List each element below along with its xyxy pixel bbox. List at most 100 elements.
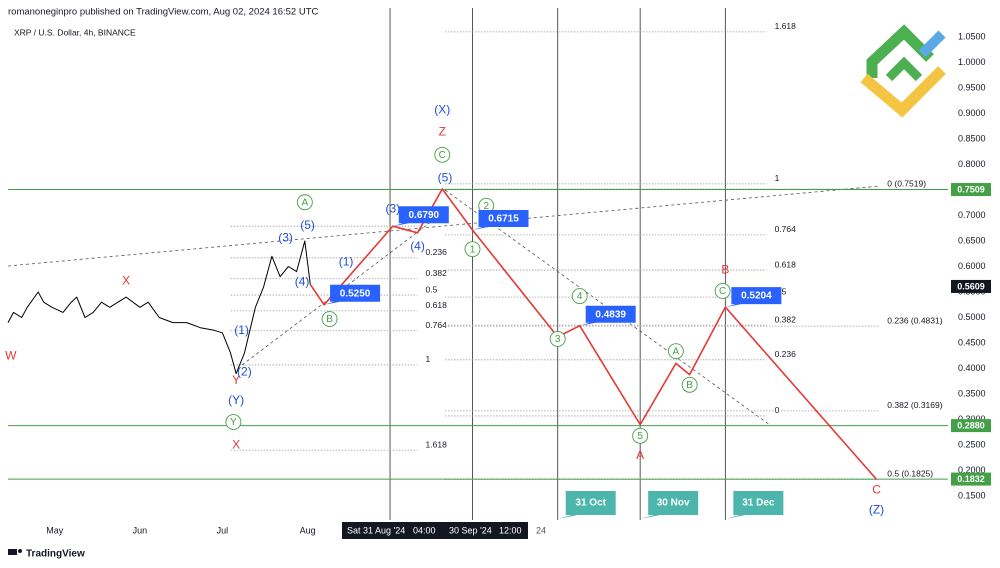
callout — [557, 491, 616, 519]
wave-label: C — [872, 483, 881, 497]
wave-label: (5) — [300, 218, 315, 232]
wave-label: 5 — [637, 431, 643, 442]
wave-label: 3 — [555, 334, 561, 345]
wave-label: (5) — [438, 170, 453, 184]
wave-label: B — [721, 263, 729, 277]
wave-circle — [434, 146, 451, 163]
wave-circle — [549, 330, 566, 347]
callout — [725, 491, 784, 519]
footer: TradingView — [26, 549, 85, 560]
price-tag-label: 0.7509 — [957, 184, 985, 194]
y-tick-label: 0.8000 — [958, 159, 986, 169]
price-bubble-label: 0.6790 — [408, 210, 439, 221]
fib-label: 0.5 (0.1825) — [887, 469, 933, 479]
fib-label: 1.618 — [426, 439, 448, 449]
wave-label: (3) — [385, 202, 400, 216]
y-tick-label: 0.7000 — [958, 210, 986, 220]
y-tick-label: 0.3500 — [958, 388, 986, 398]
y-tick-label: 0.6000 — [958, 261, 986, 271]
price-bubble-label: 0.6715 — [488, 214, 519, 225]
price-bubble — [392, 206, 449, 227]
logo-blue — [918, 30, 946, 58]
fib-label: 0.764 — [775, 224, 797, 234]
wave-circle — [714, 283, 731, 299]
wave-label: (X) — [434, 103, 450, 117]
fib-label: 0.5 — [426, 284, 438, 294]
price-bubble-label: 0.5250 — [340, 288, 371, 299]
wave-circle — [681, 376, 698, 393]
wave-label: (1) — [234, 323, 249, 337]
wave-circle — [667, 343, 684, 360]
y-tick-label: 0.9000 — [958, 108, 986, 118]
price-bubble-label: 0.4839 — [595, 309, 626, 320]
price-bubble — [725, 287, 782, 308]
price-tag-label: 0.1832 — [957, 474, 985, 484]
price-tag — [951, 183, 991, 197]
fib-label: 0 (0.7519) — [887, 178, 926, 188]
wave-circle — [464, 241, 481, 258]
wave-label: Z — [439, 125, 446, 139]
y-tick-label: 0.1500 — [958, 490, 986, 500]
footer-logo-mark — [18, 549, 22, 553]
x-tick-label: Jun — [133, 525, 148, 535]
wave-label: 2 — [483, 201, 489, 212]
chart-title: XRP / U.S. Dollar, 4h, BINANCE — [14, 27, 136, 37]
fib-label: 0.618 — [426, 300, 448, 310]
y-tick-label: 1.0000 — [958, 57, 986, 67]
wave-label: C — [439, 150, 446, 161]
fib-label: 0.382 (0.3169) — [887, 400, 942, 410]
footer-logo-mark — [8, 549, 17, 555]
price-bubble — [324, 284, 381, 305]
y-tick-label: 1.0500 — [958, 31, 986, 41]
fib-label: 0 — [775, 405, 780, 415]
wave-label: 1 — [470, 244, 476, 255]
y-tick-label: 0.9500 — [958, 82, 986, 92]
y-tick-label: 0.2500 — [958, 439, 986, 449]
logo — [860, 24, 946, 118]
axis-highlight: 04:00 — [413, 525, 436, 535]
callout-label: 31 Dec — [742, 498, 775, 509]
y-tick-label: 0.2000 — [958, 465, 986, 475]
axis-highlight: 12:00 — [499, 525, 522, 535]
y-tick-label: 0.6500 — [958, 235, 986, 245]
wave-label: B — [326, 314, 333, 325]
wave-label: (2) — [237, 365, 252, 379]
wave-circle — [632, 427, 649, 444]
wave-label: (3) — [278, 231, 293, 245]
price-bubble — [579, 305, 636, 326]
fib-label: 1 — [426, 354, 431, 364]
wave-circle — [571, 288, 588, 305]
wave-label: (4) — [410, 239, 425, 253]
fib-label: 1 — [775, 173, 780, 183]
axis-highlight: 30 Sep '24 — [449, 525, 492, 535]
header: romanoneginpro published on TradingView.… — [8, 7, 319, 18]
y-tick-label: 0.4000 — [958, 363, 986, 373]
wave-circle — [296, 194, 313, 211]
trend-line — [7, 185, 881, 267]
fib-label: 0.764 — [426, 320, 448, 330]
wave-label: (1) — [339, 255, 354, 269]
axis-highlight: Sat 31 Aug '24 — [347, 525, 405, 535]
wave-label: Y — [230, 417, 237, 428]
price-tag — [951, 472, 991, 486]
wave-label: Y — [232, 373, 240, 387]
price-bubble — [472, 210, 529, 231]
y-tick-label: 0.8500 — [958, 133, 986, 143]
wave-label: (Y) — [228, 393, 244, 407]
wave-label: X — [122, 273, 130, 287]
x-tick-label: May — [46, 525, 64, 535]
fib-label: 0.236 — [775, 349, 797, 359]
wave-label: A — [673, 346, 680, 357]
price-tag — [951, 279, 991, 293]
wave-label: C — [719, 286, 726, 297]
price-tag-label: 0.5609 — [957, 281, 985, 291]
price-bubble-label: 0.5204 — [741, 291, 772, 302]
price-tag-label: 0.2880 — [957, 420, 985, 430]
axis-highlight-bar — [342, 522, 528, 539]
wave-label: X — [232, 438, 240, 452]
logo-green — [866, 24, 934, 78]
wave-label: A — [302, 197, 309, 208]
wave-circle — [225, 414, 242, 430]
